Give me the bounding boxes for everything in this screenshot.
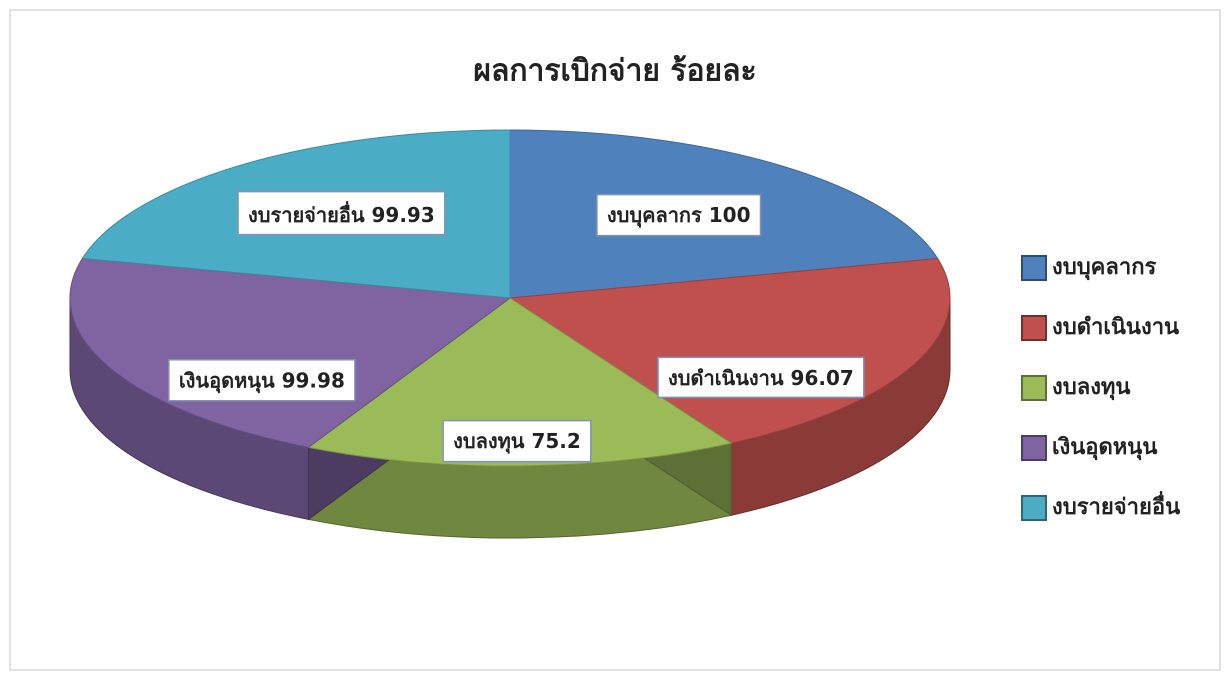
data-label-value: 99.93 bbox=[372, 203, 435, 227]
data-label-value: 75.2 bbox=[531, 429, 580, 453]
data-label-box bbox=[657, 356, 865, 399]
data-label-category: งบลงทุน bbox=[453, 429, 525, 454]
data-label-box bbox=[442, 419, 592, 463]
data-label: งบลงทุน 75.2 bbox=[453, 429, 581, 454]
data-label-category: งบรายจ่ายอื่น bbox=[248, 200, 365, 227]
data-label-group: งบลงทุน 75.2 bbox=[442, 419, 592, 463]
legend-swatch bbox=[1021, 495, 1047, 521]
legend-label: งบดำเนินงาน bbox=[1052, 315, 1179, 340]
data-label-group: งบรายจ่ายอื่น 99.93 bbox=[237, 190, 446, 236]
legend-label: เงินอุดหนุน bbox=[1052, 435, 1157, 461]
data-label-group: งบบุคลากร 100 bbox=[596, 193, 762, 237]
data-label-category: งบบุคลากร bbox=[607, 203, 702, 228]
data-label-box bbox=[237, 190, 446, 236]
data-label-value: 96.07 bbox=[791, 365, 854, 389]
data-label-value: 100 bbox=[709, 203, 751, 227]
legend-swatch bbox=[1021, 255, 1047, 281]
legend-swatch bbox=[1021, 315, 1047, 341]
chart-title: ผลการเบิกจ่าย ร้อยละ bbox=[473, 54, 756, 89]
data-label: เงินอุดหนุน 99.98 bbox=[179, 368, 345, 393]
data-label-box bbox=[596, 193, 762, 237]
data-label-box bbox=[168, 359, 356, 402]
data-label-category: งบดำเนินงาน bbox=[668, 365, 784, 389]
data-label-group: เงินอุดหนุน 99.98 bbox=[168, 359, 356, 402]
legend-swatch bbox=[1021, 375, 1047, 401]
data-label-value: 99.98 bbox=[282, 368, 345, 392]
data-label: งบบุคลากร 100 bbox=[607, 203, 751, 228]
legend-swatch bbox=[1021, 435, 1047, 461]
data-label-category: เงินอุดหนุน bbox=[179, 368, 275, 393]
legend-label: งบบุคลากร bbox=[1052, 255, 1157, 281]
data-label-group: งบดำเนินงาน 96.07 bbox=[657, 356, 865, 399]
data-label: งบรายจ่ายอื่น 99.93 bbox=[248, 200, 435, 227]
slice bbox=[307, 297, 733, 467]
legend-label: งบรายจ่ายอื่น bbox=[1052, 490, 1180, 520]
data-label: งบดำเนินงาน 96.07 bbox=[668, 365, 854, 389]
legend-label: งบลงทุน bbox=[1052, 375, 1130, 401]
